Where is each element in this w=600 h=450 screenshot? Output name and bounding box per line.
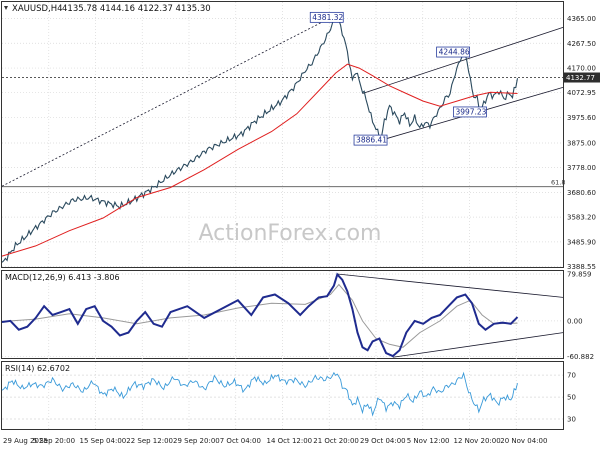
watermark: ActionForex.com: [199, 221, 382, 246]
price-label: 4381.32: [312, 13, 343, 22]
price-trendline: [362, 27, 564, 94]
x-tick-label: 7 Oct 04:00: [220, 437, 261, 445]
y-tick-label: 3485.90: [567, 238, 596, 246]
y-tick-label: 3778.00: [567, 164, 596, 172]
current-price-value: 4132.77: [566, 74, 595, 82]
y-tick-label: 3388.55: [567, 263, 596, 271]
header-arrow-icon: [4, 6, 8, 10]
rsi-tick-label: 50: [567, 394, 576, 402]
y-tick-label: 3975.60: [567, 114, 596, 122]
macd-signal-line: [1, 283, 518, 348]
x-tick-label: 5 Sep 20:00: [33, 437, 75, 445]
grid-lines: [2, 2, 563, 430]
rsi-panel: [1, 361, 564, 430]
ohlc-values: 4135.78 4144.16 4122.37 4135.30: [62, 4, 211, 14]
price-label-box: [353, 134, 388, 146]
y-tick-label: 3680.60: [567, 189, 596, 197]
price-label-box: [436, 46, 471, 58]
y-tick-label: 3583.20: [567, 214, 596, 222]
x-tick-label: 12 Nov 20:00: [454, 437, 501, 445]
macd-tick-label: 79.859: [567, 271, 592, 279]
x-tick-label: 29 Sep 20:00: [173, 437, 220, 445]
x-tick-label: 14 Oct 12:00: [267, 437, 313, 445]
reference-levels: 61.8: [2, 77, 565, 188]
price-bars: [1, 14, 519, 263]
price-label-box: [453, 106, 487, 118]
price-label-box: [309, 11, 344, 23]
macd-line: [1, 272, 519, 358]
x-tick-label: 5 Nov 12:00: [407, 437, 450, 445]
price-trendline: [1, 14, 338, 187]
x-tick-label: 20 Nov 04:00: [500, 437, 547, 445]
x-tick-label: 22 Sep 12:00: [126, 437, 173, 445]
macd-tick-label: -60.882: [567, 353, 594, 361]
macd-tick-label: 0.00: [567, 317, 583, 325]
x-tick-label: 29 Aug 2025: [3, 437, 48, 445]
price-label: 3886.41: [356, 136, 387, 145]
trendlines: [1, 14, 564, 358]
symbol-label: XAUUSD,H4: [12, 4, 63, 14]
moving-average-line: [1, 63, 518, 257]
macd-trendline: [392, 332, 564, 358]
y-tick-label: 4365.00: [567, 15, 596, 23]
price-panel: [1, 1, 564, 268]
rsi-title: RSI(14) 62.6702: [5, 364, 70, 373]
y-tick-label: 4267.50: [567, 40, 596, 48]
price-labels: 4381.32 4244.86 3886.41 3997.23 4132.77: [309, 11, 600, 146]
current-price-badge: [564, 72, 600, 83]
y-axis-labels: 4365.00 4267.50 4170.00 4072.95 3975.60 3875.…: [567, 15, 596, 424]
macd-title: MACD(12,26,9) 6.413 -3.806: [5, 273, 120, 282]
rsi-tick-label: 30: [567, 416, 576, 424]
x-tick-label: 29 Oct 04:00: [360, 437, 406, 445]
x-tick-label: 21 Oct 20:00: [313, 437, 359, 445]
rsi-tick-label: 70: [567, 372, 576, 380]
x-tick-label: 15 Sep 04:00: [80, 437, 127, 445]
series-lines: [1, 14, 519, 417]
y-tick-label: 4072.95: [567, 89, 596, 97]
y-tick-label: 4170.00: [567, 65, 596, 73]
chart-header: XAUUSD,H4 4135.78 4144.16 4122.37 4135.3…: [4, 4, 211, 14]
y-tick-label: 3875.00: [567, 140, 596, 148]
macd-trendline: [337, 273, 564, 298]
fib-level-label: 61.8: [551, 179, 565, 187]
price-label: 3997.23: [455, 107, 486, 116]
rsi-line: [1, 371, 518, 417]
price-label: 4244.86: [439, 48, 470, 57]
